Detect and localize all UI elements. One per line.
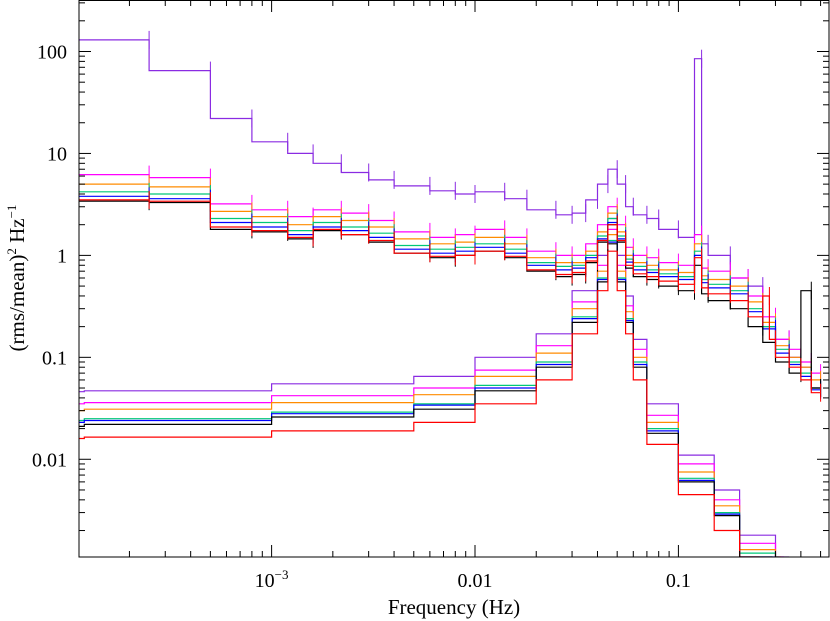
series-4-model-line bbox=[79, 241, 776, 557]
series-0-data-line bbox=[79, 39, 821, 389]
x-tick-label: 0.1 bbox=[666, 570, 691, 592]
y-axis-label-mid: Hz bbox=[5, 218, 29, 248]
series-1-data-line bbox=[79, 174, 821, 374]
series-3 bbox=[79, 182, 822, 557]
x-axis-label: Frequency (Hz) bbox=[388, 595, 520, 619]
y-tick-label: 10 bbox=[47, 143, 67, 165]
series-6-model-line bbox=[79, 250, 760, 557]
x-tick-label-base: 0.01 bbox=[458, 570, 493, 592]
series-4-data-line bbox=[79, 195, 821, 391]
x-tick-label-exponent: −3 bbox=[275, 567, 289, 582]
series-6-data-line bbox=[79, 199, 821, 394]
x-tick-label: 10−3 bbox=[255, 567, 289, 592]
series-layer bbox=[79, 30, 822, 557]
series-6 bbox=[79, 190, 822, 557]
series-2-model-line bbox=[79, 234, 782, 557]
series-3-model-line bbox=[79, 239, 779, 557]
y-axis-label-sup1: 2 bbox=[4, 248, 19, 255]
y-tick-label: 100 bbox=[37, 42, 67, 64]
y-axis-label-sup2: −1 bbox=[4, 205, 19, 219]
x-tick-label-base: 10 bbox=[255, 570, 275, 592]
series-5-data-line bbox=[79, 200, 821, 389]
series-2 bbox=[79, 175, 822, 557]
series-5 bbox=[79, 192, 822, 557]
series-3-data-line bbox=[79, 191, 821, 389]
plot-frame bbox=[78, 0, 830, 558]
y-tick-label: 0.1 bbox=[42, 347, 67, 369]
series-4 bbox=[79, 187, 822, 557]
x-tick-label: 0.01 bbox=[458, 570, 493, 592]
x-tick-label-base: 0.1 bbox=[666, 570, 691, 592]
series-1 bbox=[79, 165, 822, 557]
y-axis-label-base: (rms/mean) bbox=[5, 255, 29, 352]
series-5-model-line bbox=[79, 243, 773, 557]
y-axis-label: (rms/mean)2 Hz−1 bbox=[4, 205, 29, 352]
y-tick-label: 0.01 bbox=[32, 449, 67, 471]
series-2-data-line bbox=[79, 183, 821, 381]
y-tick-label: 1 bbox=[57, 245, 67, 267]
